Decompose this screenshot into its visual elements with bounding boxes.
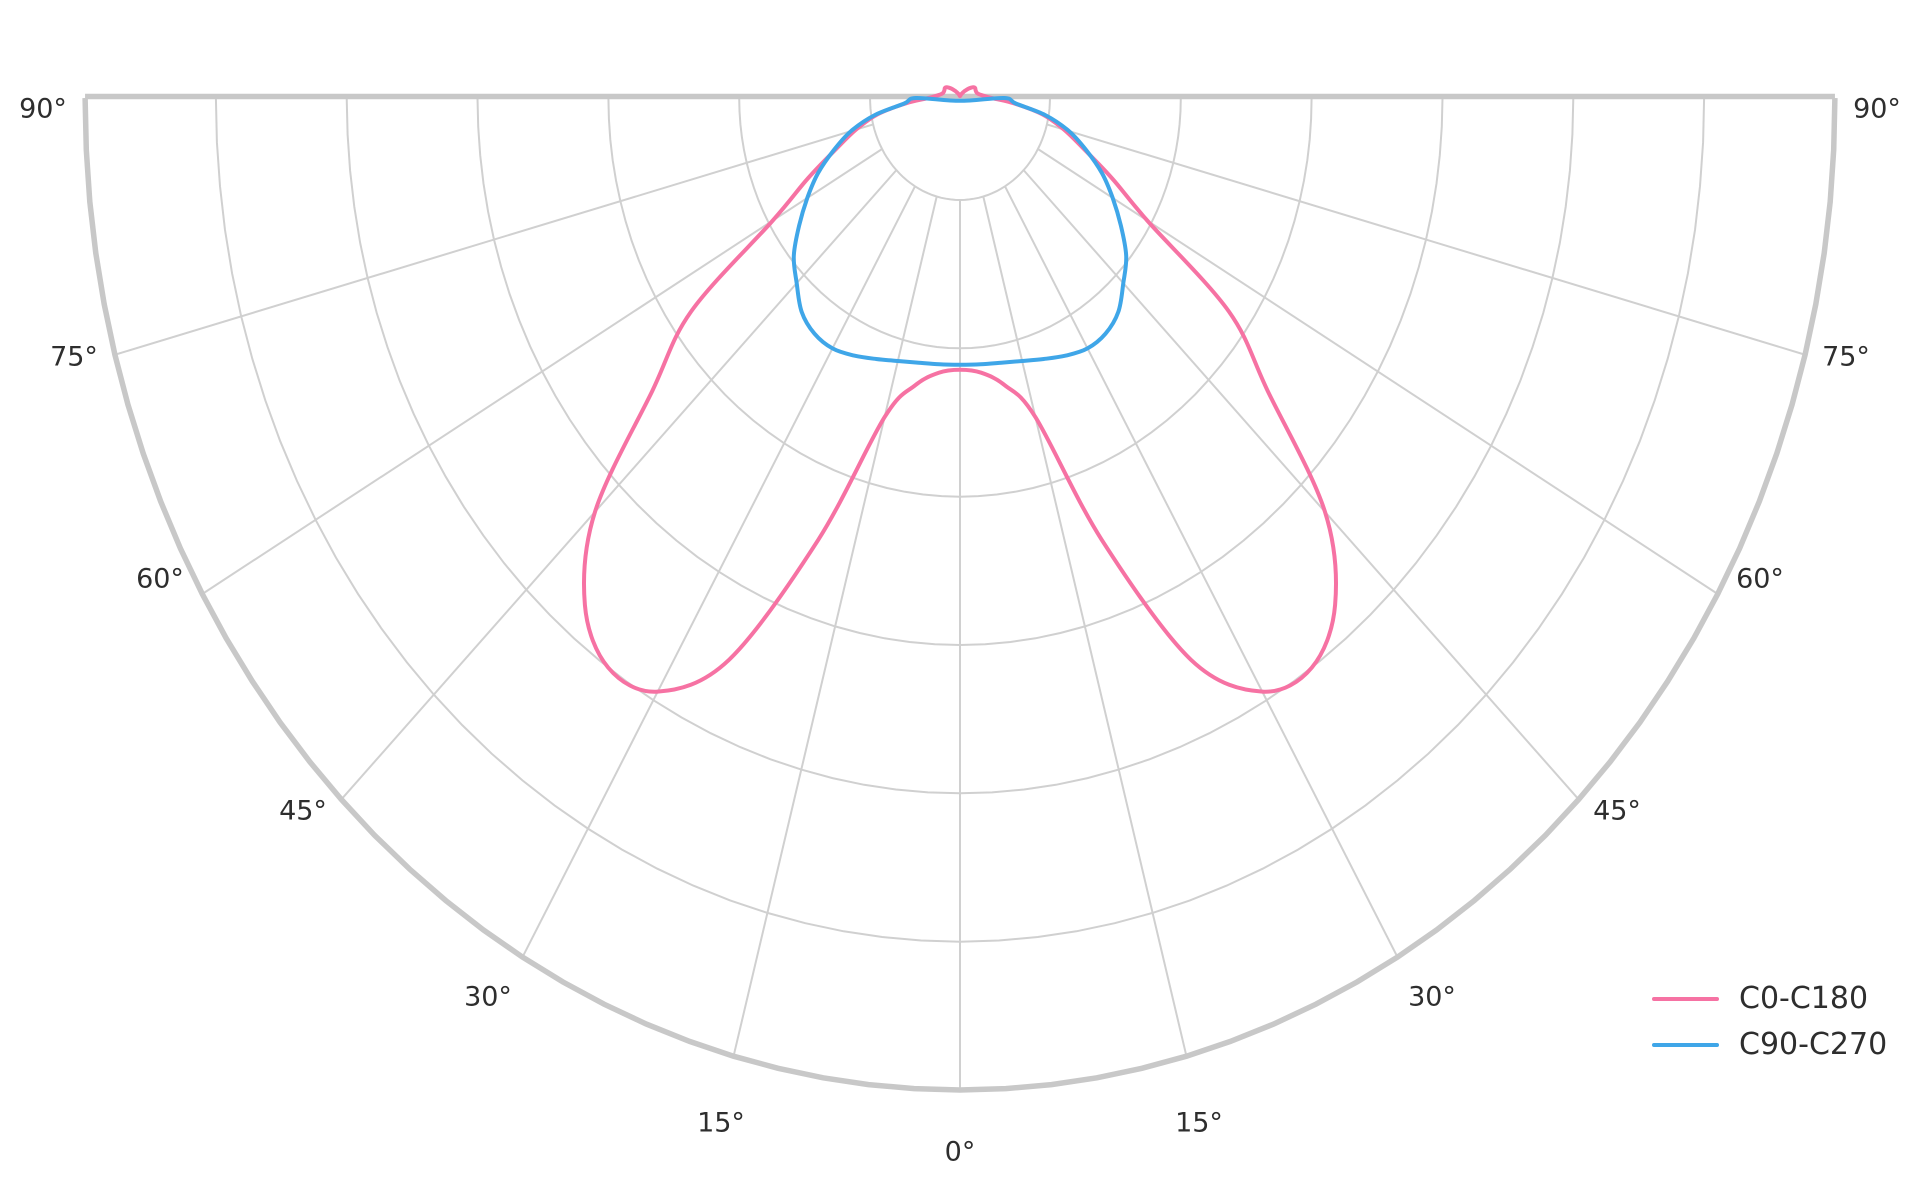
angle-tick-label: 30° [464, 982, 512, 1013]
polar-grid-spoke [1004, 185, 1399, 958]
series-line-c0-c180 [581, 85, 1339, 694]
legend-item-c0-c180: C0-C180 [1652, 984, 1887, 1014]
polar-grid-ring [869, 97, 1051, 202]
legend-line-c0-c180-swatch [1652, 997, 1719, 1001]
legend-label-c0-c180: C0-C180 [1739, 981, 1869, 1016]
polar-spine-outer [82, 97, 1838, 1093]
polar-grid-spoke [732, 196, 938, 1057]
angle-tick-label: 45° [1593, 796, 1641, 827]
series-line-c90-c270 [791, 95, 1129, 367]
angle-tick-label: 45° [279, 796, 327, 827]
polar-grid-spoke [1046, 123, 1806, 356]
legend-item-c90-c270: C90-C270 [1652, 1030, 1887, 1060]
angle-tick-label: 15° [1175, 1108, 1223, 1139]
polar-grid-spoke [201, 148, 883, 595]
angle-tick-label: 90° [1853, 94, 1901, 125]
angle-tick-label: 15° [697, 1108, 745, 1139]
angle-tick-label: 75° [50, 342, 98, 373]
angle-tick-label: 60° [136, 564, 184, 595]
legend-label-c90-c270: C90-C270 [1739, 1027, 1888, 1062]
polar-grid-spoke [1037, 148, 1719, 595]
polar-grid-spoke [982, 196, 1188, 1057]
polar-grid-spoke [521, 185, 916, 958]
polar-grid-spoke [1022, 169, 1580, 801]
angle-tick-label: 60° [1736, 564, 1784, 595]
chart-legend: C0-C180 C90-C270 [1652, 984, 1887, 1060]
angle-tick-label: 90° [19, 94, 67, 125]
angle-tick-label: 75° [1822, 342, 1870, 373]
legend-line-c90-c270-swatch [1652, 1043, 1719, 1047]
polar-grid-spoke [114, 123, 874, 356]
polar-grid-spoke [340, 169, 898, 801]
angle-tick-label: 30° [1408, 982, 1456, 1013]
angle-tick-label: 0° [945, 1137, 976, 1168]
